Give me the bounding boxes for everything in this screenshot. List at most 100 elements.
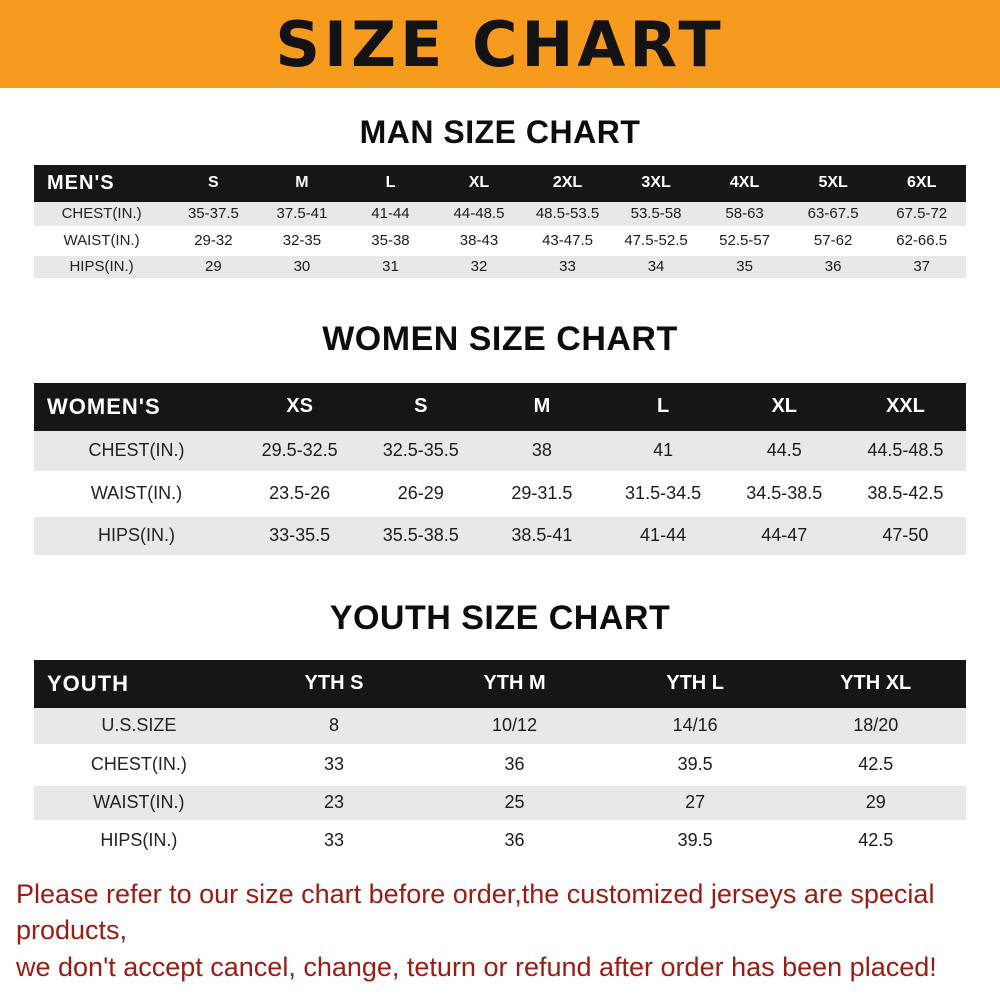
size-column-header: 3XL [641, 174, 671, 192]
size-value-cell: 23.5-26 [269, 483, 331, 504]
table-title-cell: WOMEN'S [47, 393, 161, 419]
youth-section: YOUTH SIZE CHART YOUTH YTH S YTH M YTH L YTH… [0, 599, 1000, 862]
size-value-cell: 35-38 [371, 232, 410, 250]
size-column-header: M [295, 174, 309, 192]
measurement-label-cell: HIPS(IN.) [100, 830, 178, 851]
size-column-header: XL [771, 395, 798, 418]
size-value-cell: 44.5-48.5 [867, 440, 944, 461]
size-value-cell: 33 [323, 830, 344, 851]
measurement-label-cell: HIPS(IN.) [98, 525, 176, 546]
size-value-cell: 8 [328, 715, 339, 736]
size-table-row: CHEST(IN.) 35-37.5 37.5-41 41-44 44-48.5 48.5… [34, 201, 966, 228]
size-value-cell: 37.5-41 [276, 205, 328, 223]
size-value-cell: 53.5-58 [630, 205, 682, 223]
size-value-cell: 38-43 [459, 232, 499, 250]
size-value-cell: 48.5-53.5 [535, 205, 600, 223]
size-value-cell: 58-63 [725, 205, 764, 223]
size-value-cell: 41 [653, 440, 674, 461]
size-column-header: YTH S [304, 672, 364, 695]
notice-line-1: Please refer to our size chart before or… [16, 878, 935, 946]
size-value-cell: 42.5 [858, 754, 894, 775]
size-value-cell: 29 [205, 258, 222, 276]
measurement-label-cell: WAIST(IN.) [90, 483, 183, 504]
size-value-cell: 31 [382, 258, 399, 276]
measurement-label-cell: HIPS(IN.) [69, 258, 134, 276]
size-value-cell: 41-44 [371, 205, 410, 223]
size-table-row: U.S.SIZE 8 10/12 14/16 18/20 [34, 707, 966, 746]
size-column-header: YTH XL [840, 672, 912, 695]
measurement-label-cell: WAIST(IN.) [93, 792, 185, 813]
size-value-cell: 33-35.5 [269, 525, 331, 546]
size-value-cell: 39.5 [677, 754, 713, 775]
size-column-header: L [656, 395, 670, 418]
size-column-header: 2XL [552, 174, 583, 192]
size-table-row: HIPS(IN.) 33 36 39.5 42.5 [34, 821, 966, 860]
size-column-header: 6XL [907, 174, 937, 192]
size-value-cell: 36 [824, 258, 842, 276]
size-value-cell: 63-67.5 [807, 205, 859, 223]
size-column-header: YTH L [666, 672, 725, 695]
banner-title: SIZE CHART [275, 7, 725, 81]
men-section-heading: MAN SIZE CHART [359, 114, 641, 150]
size-column-header: XS [286, 395, 313, 418]
notice-line-2: we don't accept cancel, change, teturn o… [16, 951, 937, 982]
size-value-cell: 32-35 [282, 232, 322, 250]
size-value-cell: 26-29 [397, 483, 444, 504]
measurement-label-cell: CHEST(IN.) [88, 440, 185, 461]
size-value-cell: 25 [504, 792, 525, 813]
size-value-cell: 42.5 [858, 830, 894, 851]
table-title-cell: MEN'S [47, 171, 115, 194]
size-value-cell: 52.5-57 [719, 232, 771, 250]
size-table-row: HIPS(IN.) 29 30 31 32 33 34 35 36 37 [34, 253, 966, 280]
size-column-header: 4XL [729, 174, 760, 192]
size-value-cell: 47-50 [882, 525, 929, 546]
banner: SIZE CHART [0, 0, 1000, 88]
size-value-cell: 29 [865, 792, 886, 813]
size-value-cell: 23 [323, 792, 344, 813]
size-column-header: 5XL [818, 174, 848, 192]
size-column-header: XXL [885, 395, 925, 418]
size-value-cell: 33 [323, 754, 344, 775]
size-column-header: S [414, 395, 428, 418]
women-section-heading: WOMEN SIZE CHART [322, 319, 678, 358]
size-table-header-row: YOUTH YTH S YTH M YTH L YTH XL [34, 659, 966, 708]
size-table-row: CHEST(IN.) 33 36 39.5 42.5 [34, 745, 966, 784]
women-size-table: WOMEN'S XS S M L XL XXL CHEST(IN.) 29.5-32.5 32.5… [34, 382, 966, 559]
size-value-cell: 44-47 [761, 525, 808, 546]
size-column-header: L [385, 174, 396, 192]
measurement-label-cell: CHEST(IN.) [61, 205, 142, 223]
size-column-header: XL [468, 174, 490, 192]
size-value-cell: 36 [504, 754, 525, 775]
size-column-header: M [533, 395, 551, 418]
size-value-cell: 32.5-35.5 [382, 440, 459, 461]
measurement-label-cell: U.S.SIZE [101, 715, 177, 736]
size-value-cell: 38 [531, 440, 552, 461]
size-value-cell: 57-62 [813, 232, 853, 250]
size-table-header-row: MEN'S S M L XL 2XL 3XL 4XL 5XL 6XL [34, 164, 966, 202]
size-value-cell: 38.5-41 [511, 525, 573, 546]
size-value-cell: 34.5-38.5 [746, 483, 823, 504]
size-value-cell: 29-32 [194, 232, 233, 250]
measurement-label-cell: WAIST(IN.) [63, 232, 140, 250]
size-value-cell: 36 [504, 830, 525, 851]
size-value-cell: 27 [685, 792, 706, 813]
size-value-cell: 67.5-72 [896, 205, 948, 223]
size-value-cell: 37 [913, 258, 931, 276]
size-value-cell: 39.5 [677, 830, 713, 851]
measurement-label-cell: CHEST(IN.) [90, 754, 187, 775]
size-value-cell: 35.5-38.5 [382, 525, 459, 546]
size-table-row: HIPS(IN.) 33-35.5 35.5-38.5 38.5-41 41-44 44-… [34, 514, 966, 557]
table-title-cell: YOUTH [47, 670, 129, 696]
men-size-table: MEN'S S M L XL 2XL 3XL 4XL 5XL 6XL CHEST(IN.) 35-37… [34, 164, 966, 282]
size-value-cell: 10/12 [492, 715, 538, 736]
size-value-cell: 47.5-52.5 [624, 232, 688, 250]
size-value-cell: 32 [470, 258, 488, 276]
size-value-cell: 33 [559, 258, 576, 276]
size-value-cell: 30 [293, 258, 311, 276]
size-value-cell: 38.5-42.5 [867, 483, 944, 504]
size-value-cell: 29-31.5 [511, 483, 573, 504]
size-value-cell: 62-66.5 [896, 232, 948, 250]
order-notice: Please refer to our size chart before or… [0, 876, 1000, 985]
men-section: MAN SIZE CHART MEN'S S M L XL 2XL 3XL 4XL 5XL 6XL… [0, 114, 1000, 282]
size-value-cell: 44.5 [766, 440, 802, 461]
